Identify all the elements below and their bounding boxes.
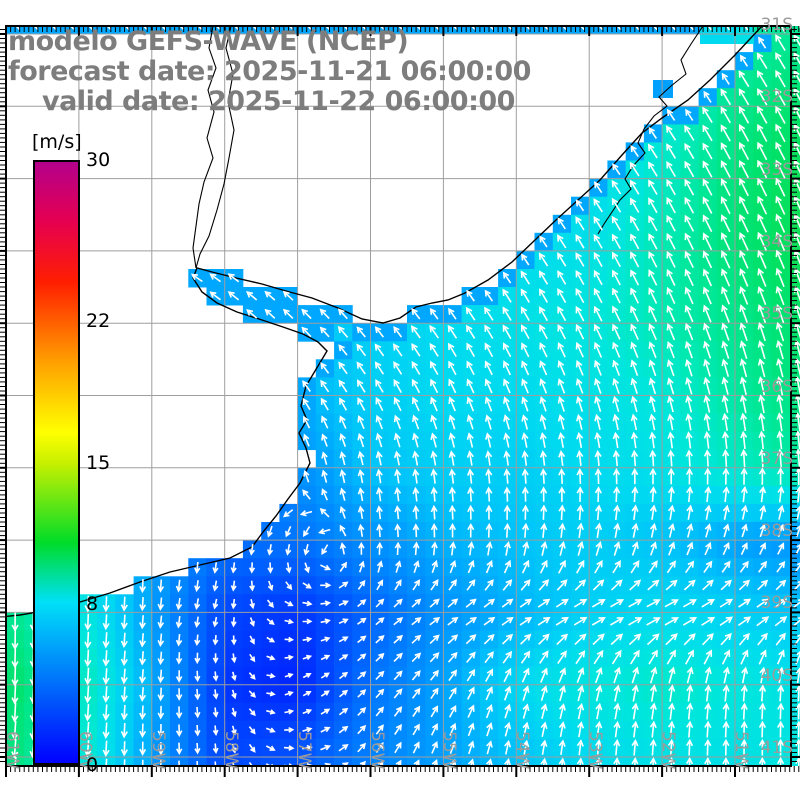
lon-label-52W: 52W (658, 731, 679, 770)
colorbar-unit-label: [m/s] (32, 131, 82, 153)
lon-label-55W: 55W (439, 731, 460, 770)
coastline (6, 26, 763, 618)
colorbar-tick-15: 15 (86, 451, 111, 474)
lat-label-40S: 40S (760, 665, 793, 686)
lat-label-41S: 41S (760, 738, 793, 758)
lat-label-31S: 31S (760, 15, 793, 35)
map-frame (5, 25, 792, 767)
colorbar (33, 160, 80, 765)
title-valid-date: valid date: 2025-11-22 06:00:00 (42, 86, 515, 117)
colorbar-tick-8: 8 (86, 592, 99, 615)
lon-label-54W: 54W (512, 731, 533, 770)
lon-label-59W: 59W (147, 731, 168, 770)
lat-label-39S: 39S (760, 593, 793, 614)
colorbar-tick-22: 22 (86, 310, 111, 333)
lat-label-36S: 36S (760, 376, 793, 397)
lon-label-51W: 51W (731, 731, 751, 770)
lon-label-56W: 56W (366, 731, 387, 770)
title-forecast-date: forecast date: 2025-11-21 06:00:00 (8, 56, 531, 87)
lat-label-34S: 34S (760, 231, 793, 252)
title-model-name: modelo GEFS-WAVE (NCEP) (8, 26, 409, 57)
colorbar-tick-0: 0 (86, 754, 99, 776)
wind-arrows (11, 26, 800, 766)
lon-label-53W: 53W (585, 731, 606, 770)
lat-label-35S: 35S (760, 304, 793, 325)
graticule (6, 26, 791, 766)
lat-label-33S: 33S (760, 159, 793, 180)
lon-label-57W: 57W (293, 731, 314, 770)
lat-label-38S: 38S (760, 521, 793, 542)
colorbar-tick-30: 30 (86, 149, 111, 171)
lon-label-58W: 58W (220, 731, 241, 770)
lon-label-61W: 61W (2, 731, 22, 770)
lat-label-37S: 37S (760, 448, 793, 469)
lat-label-32S: 32S (760, 87, 793, 108)
